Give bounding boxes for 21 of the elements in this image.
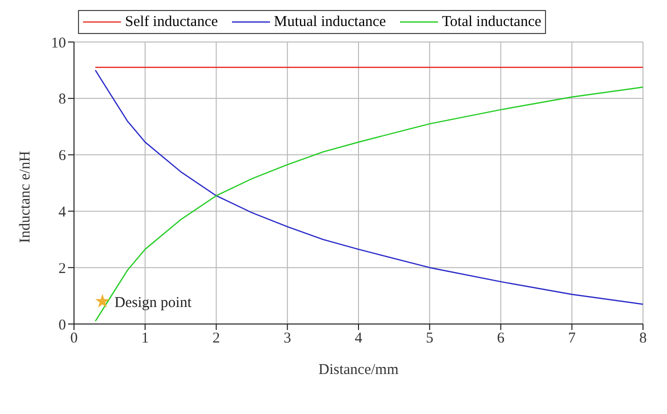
legend-label: Mutual inductance	[274, 13, 386, 32]
x-tick-label: 5	[426, 330, 434, 347]
x-tick-label: 2	[212, 330, 220, 347]
x-tick-label: 4	[354, 330, 363, 347]
y-axis-title: Inductanc e/nH	[17, 150, 34, 243]
y-tick-label: 4	[58, 204, 66, 221]
y-tick-label: 10	[51, 35, 66, 52]
annotation: Design point	[114, 294, 192, 311]
y-tick-label: 8	[58, 92, 66, 108]
x-axis-title: Distance/mm	[318, 362, 399, 378]
x-tick-label: 3	[284, 330, 292, 347]
legend-label: Self inductance	[125, 13, 218, 32]
x-tick-label: 7	[568, 330, 576, 347]
x-tick-label: 1	[141, 330, 149, 347]
x-tick-label: 6	[497, 330, 505, 347]
y-tick-label: 6	[58, 148, 66, 164]
y-tick-label: 0	[58, 317, 66, 334]
x-tick-label: 8	[639, 330, 647, 347]
y-tick-label: 2	[58, 260, 66, 277]
legend-label: Total inductance	[442, 13, 542, 32]
x-tick-label: 0	[70, 330, 78, 347]
